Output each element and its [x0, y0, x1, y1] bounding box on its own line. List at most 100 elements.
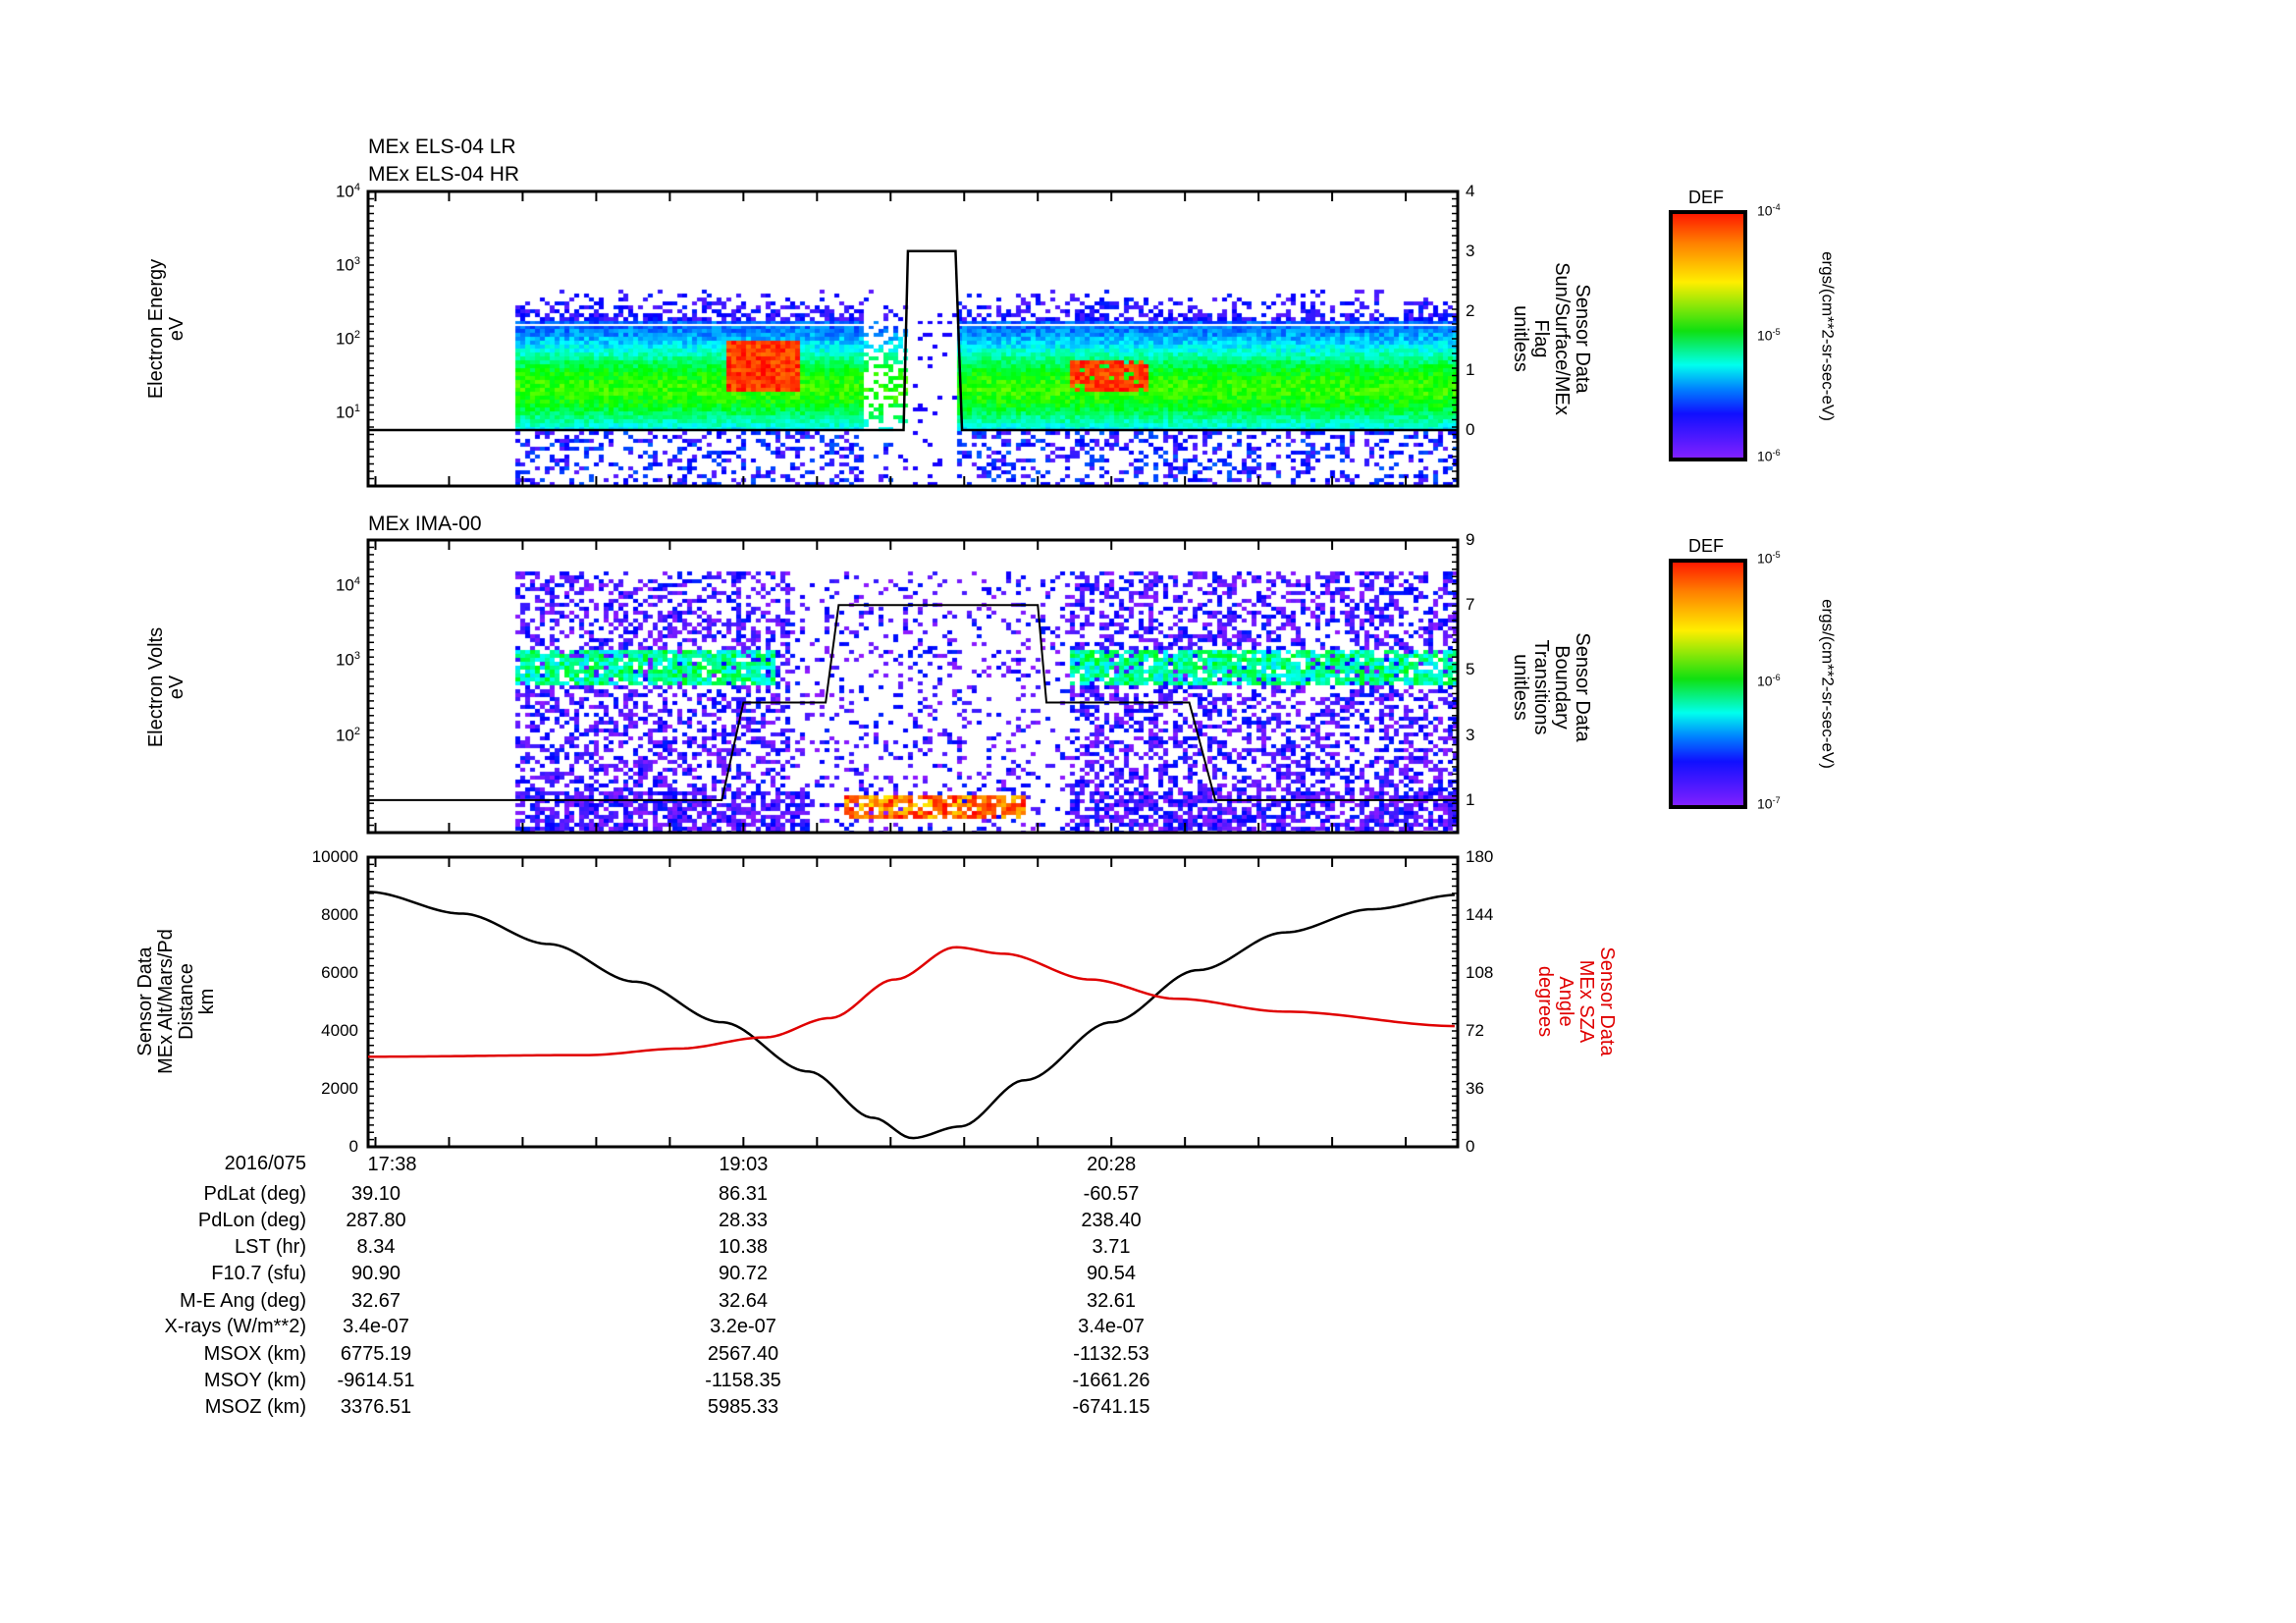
table-cell: -1132.53	[1073, 1343, 1149, 1365]
boundary-line	[368, 604, 1458, 801]
panel1-right-tick-label: 1	[1466, 360, 1475, 380]
table-row-label: LST (hr)	[235, 1236, 306, 1258]
ima-spectrogram	[368, 540, 1458, 833]
colorbar2-units: ergs/(cm**2-sr-sec-eV)	[1818, 599, 1838, 769]
panel2-right-tick-label: 9	[1466, 530, 1475, 549]
panel2-right-tick-label: 5	[1466, 660, 1475, 679]
panel3-ylabel: Sensor Data MEx Alt/Mars/Pd Distance km	[134, 929, 218, 1074]
panel3-right-tick-label: 72	[1466, 1021, 1484, 1040]
panel1-title-lr: MEx ELS-04 LR	[368, 135, 516, 158]
colorbar1-tick: 10-5	[1757, 327, 1781, 344]
panel3-ytick-label: 10000	[311, 847, 358, 866]
colorbar1	[1669, 210, 1747, 461]
table-cell: 3.4e-07	[1078, 1316, 1145, 1337]
table-row-label: X-rays (W/m**2)	[164, 1316, 306, 1337]
sza-line	[367, 946, 1455, 1058]
panel1-ytick-label: 104	[335, 182, 360, 201]
table-cell: 90.90	[350, 1263, 401, 1284]
panel2-right-tick-label: 3	[1466, 725, 1475, 744]
panel3-right-label: Sensor Data MEx SZA Angle degrees	[1534, 947, 1618, 1056]
panel3-ytick-label: 2000	[321, 1079, 358, 1098]
table-cell: -9614.51	[337, 1370, 415, 1391]
panel3-ytick-label: 4000	[321, 1021, 358, 1040]
panel3-ytick-label: 6000	[321, 963, 358, 982]
panel1-ytick-label: 103	[335, 255, 360, 275]
table-row-label: PdLon (deg)	[197, 1210, 306, 1231]
panel3-right-tick-label: 108	[1466, 963, 1494, 982]
table-cell: -6741.15	[1072, 1396, 1150, 1418]
table-cell: 86.31	[718, 1183, 769, 1205]
panel3-right-tick-label: 0	[1466, 1137, 1475, 1156]
colorbar2-tick: 10-6	[1757, 673, 1781, 689]
colorbar1-tick: 10-4	[1757, 202, 1781, 219]
date-label: 2016/075	[224, 1153, 306, 1174]
panel2-ytick-label: 103	[335, 650, 360, 670]
table-row-label: MSOX (km)	[203, 1343, 306, 1365]
panel1-right-tick-label: 4	[1466, 182, 1475, 200]
panel1-right-tick-label: 0	[1466, 420, 1475, 439]
panel2-frame	[366, 538, 1460, 835]
table-cell: 3376.51	[340, 1396, 412, 1418]
panel2-right-tick-label: 7	[1466, 595, 1475, 615]
table-cell: 90.54	[1086, 1263, 1137, 1284]
table-cell: -60.57	[1083, 1183, 1140, 1205]
table-cell: 90.72	[718, 1263, 769, 1284]
colorbar2	[1669, 559, 1747, 809]
colorbar1-units: ergs/(cm**2-sr-sec-eV)	[1818, 251, 1838, 421]
panel3-right-tick-label: 180	[1466, 847, 1494, 866]
table-cell: 238.40	[1081, 1210, 1142, 1231]
table-cell: 10.38	[718, 1236, 769, 1258]
table-cell: 39.10	[350, 1183, 401, 1205]
table-cell: -1661.26	[1072, 1370, 1150, 1391]
panel1-ylabel: Electron Energy eV	[145, 258, 187, 400]
flag-line	[368, 249, 1458, 432]
panel3-ytick-label: 8000	[321, 905, 358, 924]
table-row-label: MSOY (km)	[203, 1370, 306, 1391]
table-cell: 5985.33	[707, 1396, 779, 1418]
panel1-right-tick-label: 3	[1466, 241, 1475, 260]
panel2-right-label: Sensor Data Boundary Transitions unitless	[1510, 632, 1593, 742]
altitude-line	[367, 891, 1455, 1140]
time-tick-label: 17:38	[367, 1154, 417, 1175]
time-tick-label: 20:28	[1087, 1154, 1137, 1175]
panel3-frame	[366, 855, 1460, 1149]
colorbar2-tick: 10-5	[1757, 550, 1781, 567]
colorbar1-title: DEF	[1688, 188, 1724, 207]
panel1-title-hr: MEx ELS-04 HR	[368, 163, 520, 186]
els-spectrogram	[368, 191, 1458, 486]
table-cell: 32.67	[350, 1290, 401, 1312]
table-cell: 287.80	[346, 1210, 406, 1231]
panel1-ytick-label: 102	[335, 329, 360, 349]
panel2-ytick-label: 104	[335, 574, 360, 595]
time-tick-label: 19:03	[719, 1154, 769, 1175]
table-cell: 3.2e-07	[710, 1316, 776, 1337]
colorbar2-tick: 10-7	[1757, 795, 1781, 812]
panel1-frame	[366, 189, 1460, 488]
panel2-title: MEx IMA-00	[368, 513, 482, 535]
table-cell: 28.33	[718, 1210, 769, 1231]
table-cell: 2567.40	[707, 1343, 779, 1365]
panel3-right-tick-label: 144	[1466, 905, 1494, 924]
table-cell: -1158.35	[705, 1370, 781, 1391]
table-cell: 32.64	[718, 1290, 769, 1312]
colorbar2-title: DEF	[1688, 536, 1724, 556]
colorbar1-tick: 10-6	[1757, 448, 1781, 464]
panel1-right-tick-label: 2	[1466, 300, 1475, 320]
table-row-label: F10.7 (sfu)	[211, 1263, 306, 1284]
table-cell: 3.71	[1092, 1236, 1131, 1258]
panel2-ytick-label: 102	[335, 725, 360, 745]
table-cell: 6775.19	[340, 1343, 412, 1365]
table-cell: 8.34	[356, 1236, 396, 1258]
panel2-ylabel: Electron Volts eV	[145, 626, 187, 748]
table-row-label: M-E Ang (deg)	[180, 1290, 306, 1312]
panel2-right-tick-label: 1	[1466, 789, 1475, 809]
panel1-ytick-label: 101	[335, 403, 360, 422]
table-row-label: PdLat (deg)	[203, 1183, 306, 1205]
table-cell: 32.61	[1086, 1290, 1137, 1312]
table-row-label: MSOZ (km)	[204, 1396, 306, 1418]
table-cell: 3.4e-07	[343, 1316, 409, 1337]
panel1-right-label: Sensor Data Sun/Surface/MEx Flag unitless	[1510, 262, 1593, 415]
panel3-ytick-label: 0	[348, 1137, 358, 1156]
